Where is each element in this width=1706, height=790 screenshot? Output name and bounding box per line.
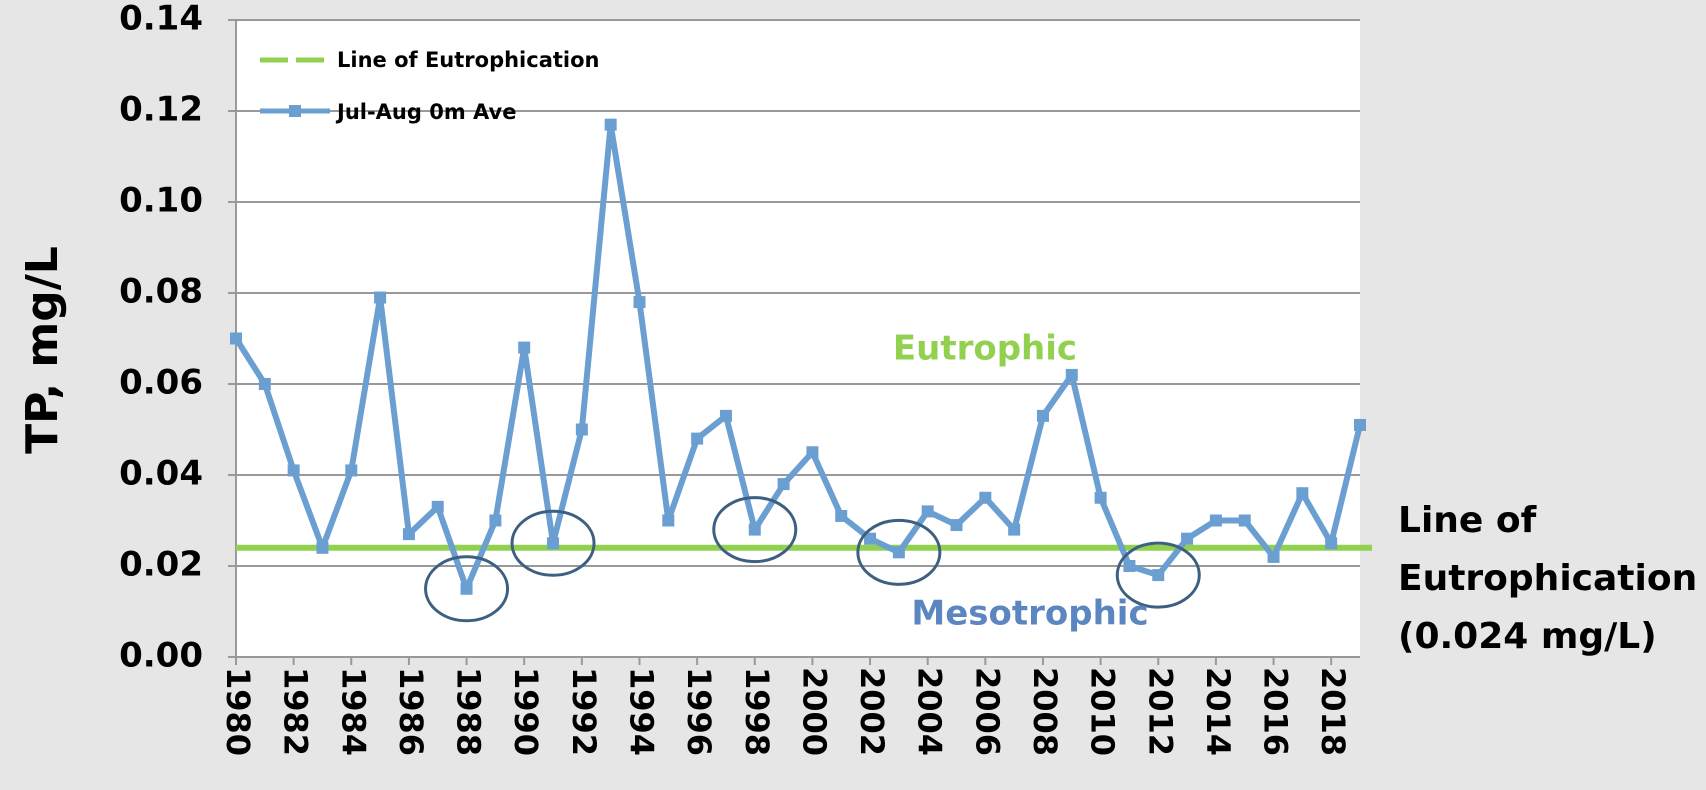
annotation-eutrophic: Eutrophic	[893, 329, 1077, 369]
data-point	[1123, 560, 1136, 572]
x-tick-label: 2006	[968, 667, 1006, 756]
reference-annotation: Eutrophication	[1398, 558, 1697, 599]
data-point	[374, 291, 387, 304]
data-point	[1036, 409, 1049, 422]
x-tick-label: 2012	[1141, 667, 1179, 756]
data-point	[777, 478, 790, 491]
data-point	[258, 378, 271, 390]
annotation-mesotrophic: Mesotrophic	[911, 594, 1148, 634]
x-tick-label: 1996	[680, 667, 718, 756]
legend-label: Line of Eutrophication	[337, 48, 600, 72]
data-point	[1296, 487, 1309, 500]
y-tick-label: 0.14	[119, 0, 203, 39]
y-axis-label: TP, mg/L	[17, 246, 68, 454]
data-point	[1094, 491, 1107, 504]
data-point	[719, 409, 732, 422]
reference-annotation: (0.024 mg/L)	[1398, 616, 1657, 657]
data-point	[489, 514, 502, 527]
x-tick-label: 1984	[334, 667, 372, 756]
data-point	[547, 537, 560, 550]
x-tick-label: 2016	[1257, 667, 1295, 756]
x-tick-label: 1994	[622, 667, 660, 756]
y-tick-label: 0.02	[119, 545, 203, 585]
x-tick-label: 1998	[738, 667, 776, 756]
data-point	[950, 519, 963, 532]
x-tick-label: 1986	[392, 667, 430, 756]
x-tick-label: 2004	[911, 667, 949, 756]
data-point	[1325, 537, 1338, 550]
highlight-circle	[510, 509, 596, 577]
x-tick-label: 2014	[1199, 667, 1237, 756]
y-tick-label: 0.08	[119, 272, 203, 312]
y-tick-label: 0.00	[119, 636, 203, 676]
data-point	[230, 332, 242, 345]
data-point	[431, 500, 444, 513]
data-point	[1008, 523, 1021, 536]
data-point	[979, 491, 992, 504]
data-point	[604, 118, 617, 131]
highlight-circle	[1115, 541, 1201, 609]
data-point	[835, 509, 848, 522]
data-point	[402, 528, 415, 541]
highlight-circle	[712, 496, 798, 564]
legend-label: Jul-Aug 0m Ave	[335, 100, 516, 124]
x-tick-label: 2002	[853, 667, 891, 756]
x-tick-label: 2018	[1314, 667, 1352, 756]
y-tick-label: 0.10	[119, 181, 203, 221]
x-tick-label: 2008	[1026, 667, 1064, 756]
data-point	[1152, 569, 1165, 582]
y-tick-label: 0.06	[119, 363, 203, 403]
x-tick-label: 1990	[507, 667, 545, 756]
x-tick-label: 1992	[565, 667, 603, 756]
data-point	[1238, 514, 1251, 527]
highlight-circle	[424, 555, 510, 623]
x-tick-label: 1982	[277, 667, 315, 756]
data-point	[575, 423, 588, 436]
x-tick-label: 1980	[219, 667, 257, 756]
data-point	[287, 464, 300, 477]
data-point	[921, 505, 934, 518]
plot-area	[236, 20, 1360, 657]
data-line	[233, 121, 1363, 592]
data-point	[806, 446, 819, 459]
data-point	[864, 532, 877, 545]
data-point	[460, 582, 473, 595]
data-point	[748, 523, 761, 536]
data-point	[1181, 532, 1194, 545]
reference-annotation: Line of	[1398, 500, 1537, 541]
x-tick-label: 2010	[1084, 667, 1122, 756]
highlight-circle	[856, 518, 942, 586]
data-point	[633, 296, 646, 309]
data-point	[518, 341, 531, 354]
data-point	[1065, 368, 1078, 381]
legend-marker	[289, 105, 301, 117]
data-point	[892, 546, 905, 559]
data-point	[1267, 550, 1280, 563]
data-point	[691, 432, 704, 445]
x-tick-label: 2000	[795, 667, 833, 756]
data-point	[1354, 418, 1366, 431]
y-tick-label: 0.12	[119, 90, 203, 130]
y-tick-label: 0.04	[119, 454, 203, 494]
data-point	[1209, 514, 1222, 527]
data-point	[345, 464, 358, 477]
x-tick-label: 1988	[450, 667, 488, 756]
data-point	[662, 514, 675, 527]
data-point	[316, 541, 329, 554]
